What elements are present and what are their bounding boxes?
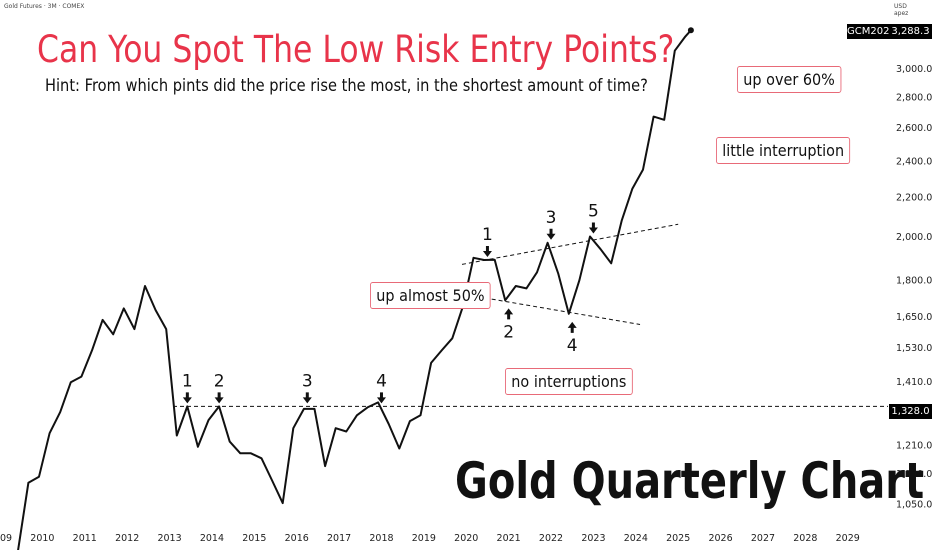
x-tick-label: 2018 [369,533,393,544]
x-tick-label: 2022 [539,533,563,544]
x-tick-label: 2016 [285,533,309,544]
symbol-line: Gold Futures · 3M · COMEX [4,3,85,10]
x-tick-label: 2014 [200,533,224,544]
x-tick-label: 2019 [412,533,436,544]
bottom-arrow-1 [504,308,514,320]
x-tick-label: 2011 [73,533,97,544]
low-label-3: 3 [302,371,313,391]
y-axis: 1,050.0 1,130.0 1,210.0 1,410.0 1,530.0 1,650… [896,64,932,511]
low-label-4: 4 [376,371,387,391]
top-arrow-3 [588,222,598,234]
x-tick-label: 2023 [581,533,605,544]
bottom-label-1: 2 [503,322,514,342]
x-tick-label: 2009 [0,533,12,544]
price-line-layer [17,27,694,550]
low-arrow-4 [376,392,386,404]
x-axis: 2009 2010 2011 2012 2013 2014 2015 2016 2017 2018… [0,533,860,544]
currency-label: USD apez [894,3,908,17]
last-price-tag: 3,288.3 [889,24,932,39]
top-arrow-2 [546,228,556,240]
low-arrow-2 [214,392,224,404]
symbol-tag: GCM2025 [847,24,896,39]
callout-little-interruption: little interruption [716,137,851,164]
x-tick-label: 2029 [836,533,860,544]
callout-up-50: up almost 50% [370,282,491,309]
y-tick-label: 1,800.0 [896,276,932,287]
low-arrow-3 [302,392,312,404]
x-tick-label: 2010 [30,533,54,544]
y-tick-label: 2,800.0 [896,92,932,103]
y-tick-label: 1,130.0 [896,469,932,480]
x-tick-label: 2027 [751,533,775,544]
y-tick-label: 1,650.0 [896,312,932,323]
last-price-dot [687,27,694,34]
y-tick-label: 2,600.0 [896,123,932,134]
x-tick-label: 2026 [708,533,732,544]
annotation-layer: 1 2 3 4 1 3 5 2 4 [182,202,599,404]
trendline-layer [461,223,679,325]
bottom-arrow-2 [567,321,577,333]
chart-title: Can You Spot The Low Risk Entry Points? [37,28,675,71]
low-label-2: 2 [214,371,225,391]
top-label-2: 3 [546,208,557,228]
x-tick-label: 2025 [666,533,690,544]
y-tick-label: 3,000.0 [896,64,932,75]
top-label-3: 5 [588,202,599,222]
y-tick-label: 1,210.0 [896,441,932,452]
y-tick-label: 2,400.0 [896,156,932,167]
x-tick-label: 2020 [454,533,478,544]
y-tick-label: 1,530.0 [896,343,932,354]
x-tick-label: 2024 [624,533,648,544]
bottom-label-2: 4 [567,336,578,356]
big-title: Gold Quarterly Chart [455,452,925,510]
low-label-1: 1 [182,371,193,391]
low-arrow-1 [182,392,192,404]
callout-up-60: up over 60% [737,66,842,93]
callout-no-interruptions: no interruptions [505,368,633,395]
currency-line2: apez [894,10,909,17]
x-tick-label: 2028 [793,533,817,544]
hint-text: Hint: From which pints did the price ris… [45,76,648,96]
x-tick-label: 2017 [327,533,351,544]
currency-line1: USD [894,3,907,10]
top-label-1: 1 [482,225,493,245]
y-tick-label: 2,200.0 [896,192,932,203]
top-arrow-1 [482,245,492,257]
x-tick-label: 2013 [157,533,181,544]
price-series-line [17,29,692,550]
support-price-tag: 1,328.0 [889,404,932,419]
y-tick-label: 2,000.0 [896,232,932,243]
y-tick-label: 1,050.0 [896,499,932,510]
x-tick-label: 2021 [497,533,521,544]
upper-trendline [461,223,679,265]
y-tick-label: 1,410.0 [896,377,932,388]
x-tick-label: 2015 [242,533,266,544]
x-tick-label: 2012 [115,533,139,544]
